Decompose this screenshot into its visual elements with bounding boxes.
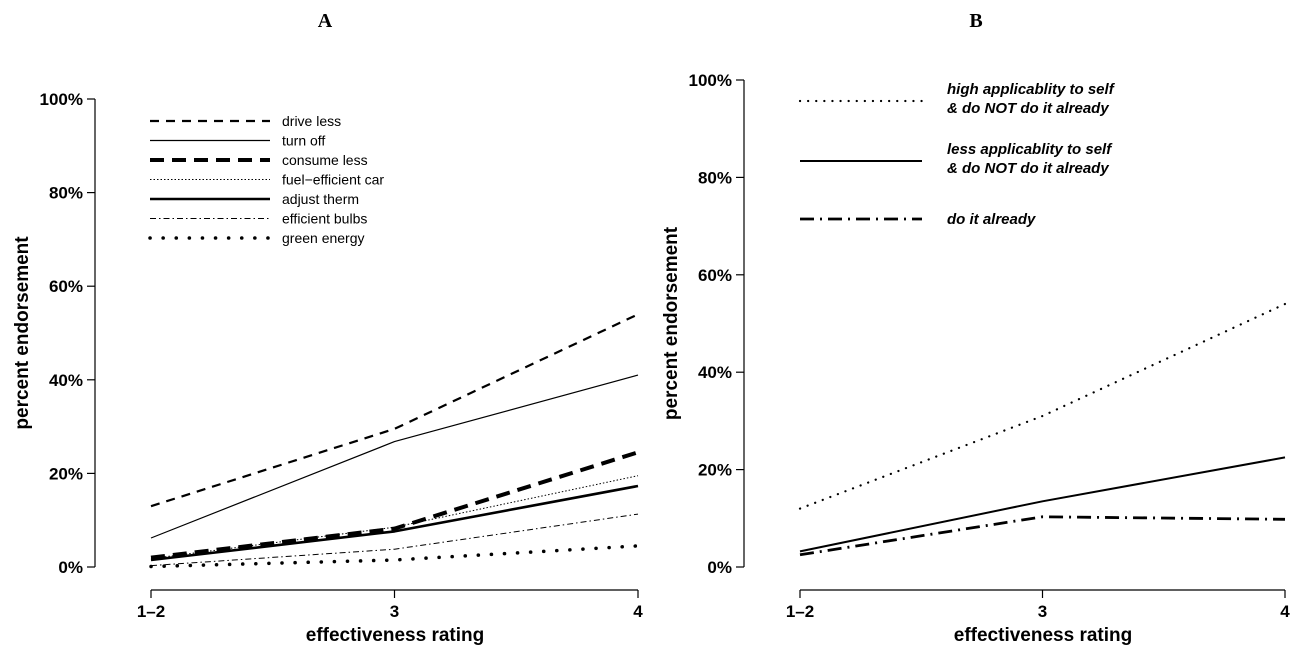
y-tick-label: 60% bbox=[698, 266, 732, 285]
x-axis-label: effectiveness rating bbox=[306, 625, 484, 646]
series-line bbox=[150, 450, 639, 560]
y-tick-label: 80% bbox=[49, 184, 83, 203]
panel-a: A 0% 20% 40% 60% 80% 100% 1–2 3 4 effectiveness ra… bbox=[12, 10, 643, 646]
y-tick-label: 100% bbox=[689, 71, 732, 90]
y-axis-label: percent endorsement bbox=[661, 226, 682, 420]
y-tick-label: 20% bbox=[698, 461, 732, 480]
legend-label: & do NOT do it already bbox=[947, 160, 1109, 177]
series-line bbox=[150, 484, 639, 562]
x-tick-label: 4 bbox=[633, 602, 643, 621]
x-axis-label: effectiveness rating bbox=[954, 625, 1132, 646]
x-tick-label: 4 bbox=[1280, 602, 1290, 621]
series-line bbox=[799, 515, 1286, 557]
y-tick-label: 60% bbox=[49, 277, 83, 296]
legend: drive less turn off consume less fuel−effic… bbox=[148, 113, 384, 246]
legend-label: fuel−efficient car bbox=[282, 172, 384, 188]
panel-title: B bbox=[969, 10, 982, 32]
legend: high applicablity to self & do NOT do it … bbox=[798, 81, 1116, 228]
legend-label: drive less bbox=[282, 113, 341, 129]
series-line bbox=[798, 302, 1287, 510]
y-tick-label: 40% bbox=[49, 371, 83, 390]
series-line bbox=[150, 513, 639, 567]
legend-label: consume less bbox=[282, 152, 368, 168]
legend-label: & do NOT do it already bbox=[947, 100, 1109, 117]
series-line bbox=[149, 544, 640, 569]
y-tick-label: 100% bbox=[40, 90, 83, 109]
x-tick-label: 1–2 bbox=[786, 602, 814, 621]
x-tick-label: 3 bbox=[1038, 602, 1047, 621]
y-axis-label: percent endorsement bbox=[12, 236, 33, 430]
series-line bbox=[150, 313, 639, 508]
legend-label: less applicablity to self bbox=[947, 141, 1113, 158]
legend-label: turn off bbox=[282, 133, 325, 149]
series-line bbox=[799, 456, 1286, 553]
y-tick-label: 0% bbox=[707, 558, 732, 577]
legend-label: efficient bulbs bbox=[282, 211, 367, 227]
x-tick-label: 1–2 bbox=[137, 602, 165, 621]
legend-label: adjust therm bbox=[282, 191, 359, 207]
legend-label: green energy bbox=[282, 230, 365, 246]
panel-title: A bbox=[318, 10, 333, 32]
x-tick-label: 3 bbox=[390, 602, 399, 621]
series-line bbox=[150, 475, 639, 560]
legend-label: do it already bbox=[947, 211, 1036, 228]
legend-label: high applicablity to self bbox=[947, 81, 1116, 98]
y-tick-label: 80% bbox=[698, 168, 732, 187]
series-line bbox=[150, 374, 639, 539]
y-tick-label: 40% bbox=[698, 363, 732, 382]
y-tick-label: 0% bbox=[58, 558, 83, 577]
panel-b: B 0% 20% 40% 60% 80% 100% 1–2 3 4 effectiveness ra… bbox=[661, 10, 1290, 646]
y-tick-label: 20% bbox=[49, 464, 83, 483]
